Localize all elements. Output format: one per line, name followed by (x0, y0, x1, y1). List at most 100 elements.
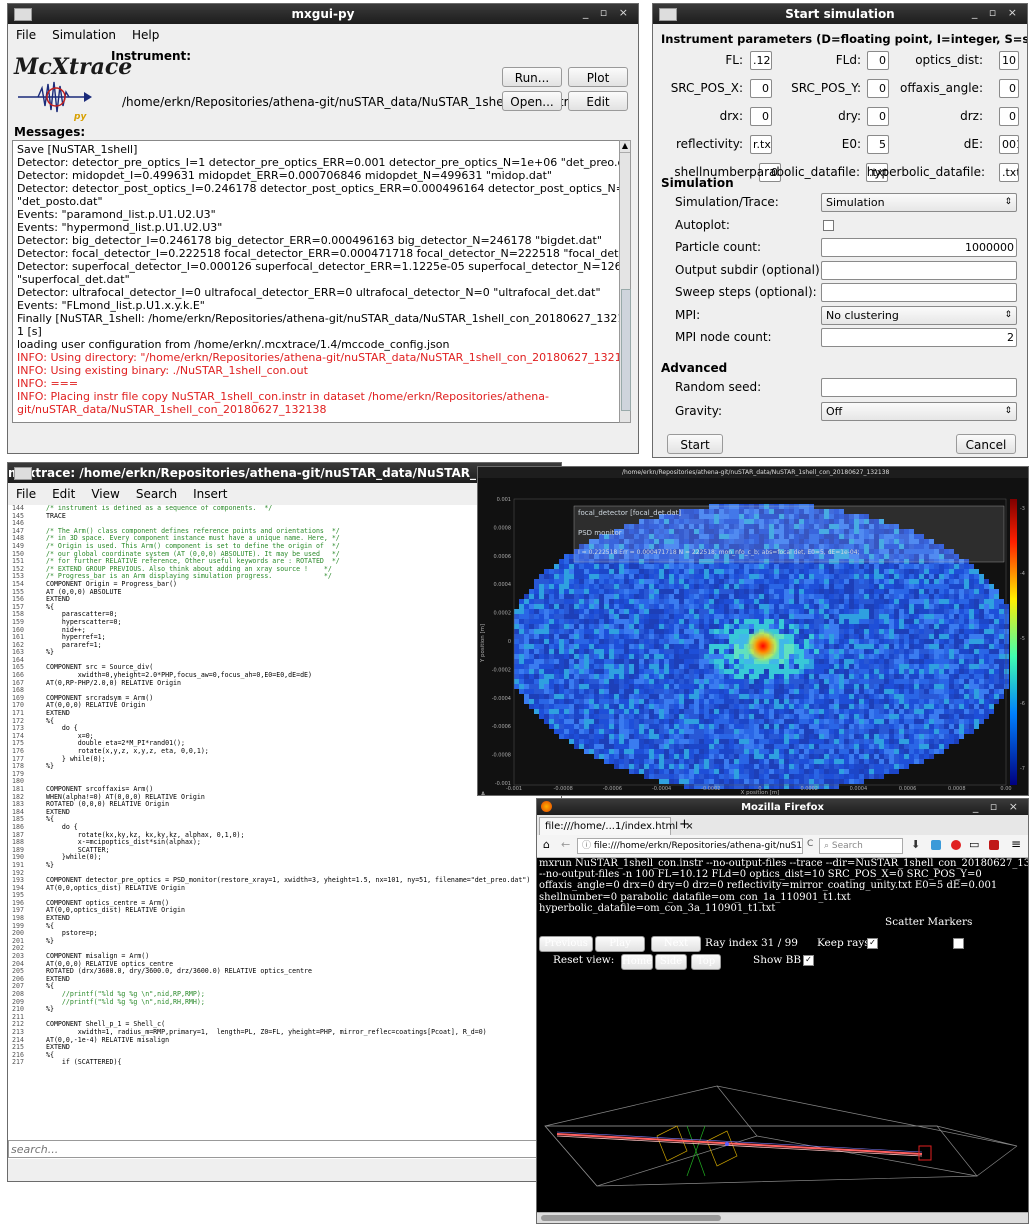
param-field[interactable]: 0 (759, 163, 781, 182)
edit-button[interactable]: Edit (568, 91, 628, 111)
heatmap-cell (899, 724, 904, 729)
param-field[interactable]: .txt (866, 163, 888, 182)
window-controls-icon[interactable]: _ ▫ × (582, 6, 632, 19)
messages-box[interactable]: Save [NuSTAR_1shell] Detector: detector_p… (12, 140, 620, 423)
heatmap-cell (609, 599, 614, 604)
heatmap-cell (519, 659, 524, 664)
param-field[interactable]: 0 (750, 79, 772, 98)
param-field[interactable]: 0 (867, 79, 889, 98)
open-button[interactable]: Open... (502, 91, 562, 111)
editor-menu-edit[interactable]: Edit (52, 487, 76, 501)
heatmap-cell (819, 564, 824, 569)
heatmap-cell (804, 524, 809, 529)
editor-titlebar: mcxtrace: /home/erkn/Repositories/athena… (8, 463, 561, 483)
heatmap-cell (799, 564, 804, 569)
heatmap-cell (954, 599, 959, 604)
sim-row-input[interactable]: 1000000 (821, 238, 1017, 257)
editor-menu-view[interactable]: View (91, 487, 120, 501)
heatmap-cell (749, 704, 754, 709)
scrollbar-thumb[interactable] (621, 289, 631, 411)
menu-simulation[interactable]: Simulation (52, 28, 117, 42)
heatmap-cell (844, 614, 849, 619)
sim-row-input[interactable]: 2 (821, 328, 1017, 347)
select-value: Simulation (826, 196, 885, 209)
start-button[interactable]: Start (667, 434, 723, 454)
heatmap-cell (774, 529, 779, 534)
heatmap-cell (804, 694, 809, 699)
window-menu-icon[interactable] (659, 8, 677, 21)
menu-file[interactable]: File (16, 28, 37, 42)
param-field[interactable]: 5 (867, 135, 889, 154)
run-button[interactable]: Run... (502, 67, 562, 87)
window-menu-icon[interactable] (14, 467, 32, 480)
param-field[interactable]: r.txt (750, 135, 772, 154)
editor-search-input[interactable] (8, 1140, 561, 1158)
heatmap-cell (634, 589, 639, 594)
messages-scrollbar[interactable]: ▲ (619, 140, 631, 423)
sim-row-select[interactable]: Off ⇕ (821, 401, 1017, 421)
code-line: 185 %{ (12, 816, 561, 824)
heatmap-cell (679, 714, 684, 719)
heatmap-cell (679, 659, 684, 664)
heatmap-cell (904, 704, 909, 709)
heatmap-cell (949, 709, 954, 714)
autoplot-checkbox[interactable] (823, 219, 834, 231)
heatmap-cell (574, 644, 579, 649)
heatmap-cell (694, 719, 699, 724)
heatmap-cell (769, 724, 774, 729)
menu-help[interactable]: Help (132, 28, 160, 42)
heatmap-cell (959, 599, 964, 604)
heatmap-cell (919, 539, 924, 544)
param-field[interactable]: 0 (867, 107, 889, 126)
heatmap-cell (764, 774, 769, 779)
heatmap-cell (869, 769, 874, 774)
heatmap-cell (599, 634, 604, 639)
param-field[interactable]: 001 (999, 135, 1019, 154)
editor-menu-insert[interactable]: Insert (193, 487, 228, 501)
param-field[interactable]: .12 (750, 51, 772, 70)
param-field[interactable]: .txt (999, 163, 1019, 182)
heatmap-cell (819, 559, 824, 564)
heatmap-cell (834, 774, 839, 779)
heatmap-cell (894, 734, 899, 739)
mxgui-window: mxgui-py _ ▫ × File Simulation Help McXtra… (7, 3, 639, 454)
sim-row-select[interactable]: No clustering ⇕ (821, 305, 1017, 325)
sim-row-select[interactable]: Simulation ⇕ (821, 193, 1017, 212)
editor-menu-file[interactable]: File (16, 487, 37, 501)
heatmap-cell (859, 574, 864, 579)
heatmap-cell (929, 684, 934, 689)
heatmap-cell (944, 579, 949, 584)
sim-row-input[interactable] (821, 283, 1017, 302)
plot-button[interactable]: Plot (568, 67, 628, 87)
sim-row-input[interactable] (821, 378, 1017, 397)
sim-row-input[interactable] (821, 260, 1017, 280)
heatmap-cell (854, 724, 859, 729)
heatmap-cell (799, 699, 804, 704)
heatmap-cell (689, 699, 694, 704)
heatmap-cell (824, 674, 829, 679)
psd-plot[interactable]: focal_detector [focal_det.dat] PSD monit… (478, 478, 1029, 796)
heatmap-cell (854, 729, 859, 734)
heatmap-cell (719, 724, 724, 729)
code-line: 172 %{ (12, 717, 561, 726)
param-field[interactable]: 10 (999, 51, 1019, 70)
editor-menu-search[interactable]: Search (135, 487, 178, 501)
code-area[interactable]: 144/* instrument is defined as a sequenc… (8, 505, 561, 1139)
param-field[interactable]: 0 (867, 51, 889, 70)
heatmap-cell (689, 574, 694, 579)
code-line: 173 do { (12, 724, 561, 733)
heatmap-cell (589, 739, 594, 744)
heatmap-cell (534, 599, 539, 604)
param-field[interactable]: 0 (750, 107, 772, 126)
param-field[interactable]: 0 (999, 79, 1019, 98)
heatmap-cell (629, 584, 634, 589)
window-controls-icon[interactable]: _ ▫ × (971, 6, 1021, 19)
window-menu-icon[interactable] (14, 8, 32, 21)
heatmap-cell (684, 694, 689, 699)
heatmap-cell (774, 784, 779, 789)
heatmap-cell (664, 564, 669, 569)
cancel-button[interactable]: Cancel (956, 434, 1016, 454)
heatmap-cell (644, 694, 649, 699)
param-field[interactable]: 0 (999, 107, 1019, 126)
heatmap-cell (824, 644, 829, 649)
